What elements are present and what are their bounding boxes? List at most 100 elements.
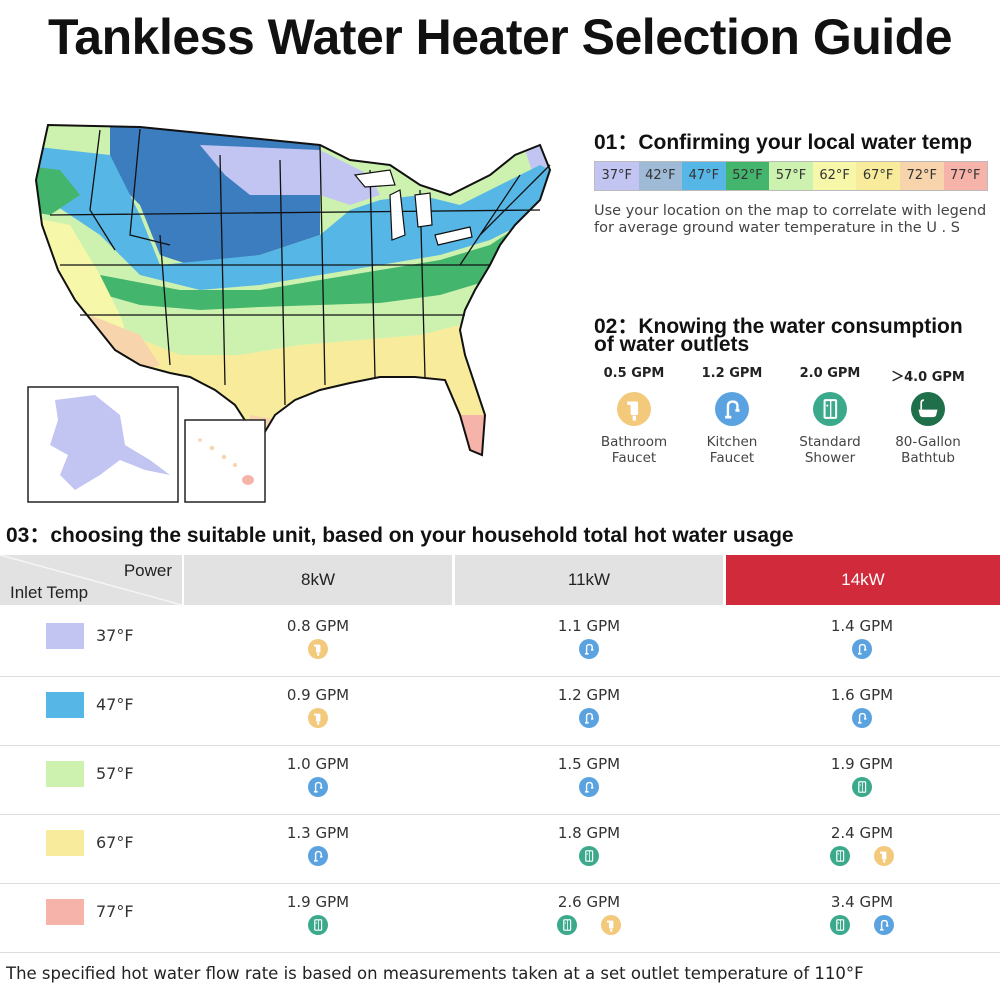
- outlet-name-line1: Bathroom: [600, 434, 668, 450]
- flow-rate-cell: 2.4 GPM: [752, 824, 972, 866]
- outlet-3: 2.0 GPM Standard Shower: [781, 366, 879, 466]
- table-row: 57°F 1.0 GPM 1.5 GPM 1.9 GPM: [0, 745, 1000, 815]
- legend-swatch-72f: 72°F: [899, 162, 944, 190]
- inlet-temp: 47°F: [96, 695, 134, 714]
- kitchen-faucet-icon: [852, 639, 872, 659]
- legend-swatch-42f: 42°F: [638, 162, 683, 190]
- flow-rate-cell: 0.9 GPM: [208, 686, 428, 728]
- shower-icon: [852, 777, 872, 797]
- outlet-name-line2: Faucet: [611, 450, 657, 466]
- flow-rate-value: 0.8 GPM: [286, 617, 350, 635]
- table-row: 37°F 0.8 GPM 1.1 GPM 1.4 GPM: [0, 607, 1000, 677]
- outlet-gpm: 1.2 GPM: [701, 366, 763, 381]
- kitchen-faucet-icon: [874, 915, 894, 935]
- shower-icon: [579, 846, 599, 866]
- section-2-heading: 02：Knowing the water consumption: [594, 315, 963, 338]
- alaska-inset: [27, 386, 179, 503]
- shower-icon: [830, 915, 850, 935]
- state-borders: [49, 128, 551, 406]
- outlet-icons: [479, 639, 699, 659]
- kitchen-faucet-icon: [308, 846, 328, 866]
- faucet-icon: [308, 639, 328, 659]
- flow-rate-cell: 1.9 GPM: [208, 893, 428, 935]
- inlet-temp: 77°F: [96, 902, 134, 921]
- outlet-1: 0.5 GPM Bathroom Faucet: [585, 366, 683, 466]
- outlet-gpm: 0.5 GPM: [603, 366, 665, 381]
- section-2-heading-line2: of water outlets: [594, 333, 750, 356]
- shower-icon: [813, 392, 847, 426]
- faucet-icon: [308, 708, 328, 728]
- flow-rate-cell: 0.8 GPM: [208, 617, 428, 659]
- outlet-list: 0.5 GPM Bathroom Faucet 1.2 GPM Kitchen Fauce…: [585, 366, 995, 466]
- outlet-name: Standard Shower: [785, 434, 875, 466]
- flow-rate-cell: 1.3 GPM: [208, 824, 428, 866]
- temp-swatch: [46, 692, 84, 718]
- outlet-icons: [752, 639, 972, 659]
- column-header-11kw: 11kW: [455, 555, 723, 605]
- table-row: 77°F 1.9 GPM 2.6 GPM 3.4 GPM: [0, 883, 1000, 953]
- column-header-14kw: 14kW: [726, 555, 1000, 605]
- outlet-icons: [208, 846, 428, 866]
- hawaii-inset: [184, 419, 266, 503]
- outlet-icons: [752, 708, 972, 728]
- outlet-icons: [752, 846, 972, 866]
- outlet-name: Kitchen Faucet: [687, 434, 777, 466]
- legend-swatch-62f: 62°F: [812, 162, 857, 190]
- temp-swatch: [46, 761, 84, 787]
- flow-rate-cell: 1.8 GPM: [479, 824, 699, 866]
- outlet-icons: [752, 915, 972, 935]
- legend-swatch-57f: 57°F: [769, 162, 813, 190]
- inlet-temp: 67°F: [96, 833, 134, 852]
- flow-rate-value: 0.9 GPM: [286, 686, 350, 704]
- legend-swatch-47f: 47°F: [682, 162, 726, 190]
- legend-swatch-52f: 52°F: [725, 162, 770, 190]
- flow-rate-value: 1.5 GPM: [557, 755, 621, 773]
- shower-icon: [557, 915, 577, 935]
- outlet-icons: [479, 846, 699, 866]
- bathtub-icon: [911, 392, 945, 426]
- table-corner-header: Power Inlet Temp: [0, 555, 182, 605]
- flow-rate-cell: 1.6 GPM: [752, 686, 972, 728]
- flow-rate-cell: 1.0 GPM: [208, 755, 428, 797]
- flow-rate-value: 1.2 GPM: [557, 686, 621, 704]
- flow-rate-cell: 3.4 GPM: [752, 893, 972, 935]
- diagonal-divider: [0, 555, 182, 605]
- outlet-icons: [208, 915, 428, 935]
- section-1-heading: 01：Confirming your local water temp: [594, 131, 973, 154]
- outlet-icons: [479, 915, 699, 935]
- kitchen-faucet-icon: [579, 639, 599, 659]
- legend-swatch-37f: 37°F: [595, 162, 639, 190]
- kitchen-faucet-icon: [852, 708, 872, 728]
- flow-rate-value: 1.6 GPM: [830, 686, 894, 704]
- outlet-icons: [208, 708, 428, 728]
- outlet-name: 80-Gallon Bathtub: [883, 434, 973, 466]
- outlet-icons: [752, 777, 972, 797]
- outlet-gpm: 2.0 GPM: [799, 366, 861, 381]
- outlet-icons: [479, 708, 699, 728]
- flow-rate-value: 1.1 GPM: [557, 617, 621, 635]
- outlet-name-line2: Shower: [804, 450, 856, 466]
- flow-rate-value: 1.4 GPM: [830, 617, 894, 635]
- faucet-icon: [874, 846, 894, 866]
- inlet-temp-label: Inlet Temp: [10, 583, 89, 602]
- page-title: Tankless Water Heater Selection Guide: [47, 9, 953, 65]
- outlet-gpm: ＞4.0 GPM: [891, 370, 965, 385]
- inlet-temp: 57°F: [96, 764, 134, 783]
- flow-rate-cell: 2.6 GPM: [479, 893, 699, 935]
- kitchen-faucet-icon: [308, 777, 328, 797]
- outlet-icons: [208, 639, 428, 659]
- power-label: Power: [123, 561, 172, 580]
- temp-swatch: [46, 830, 84, 856]
- flow-rate-value: 2.4 GPM: [830, 824, 894, 842]
- inlet-temp: 37°F: [96, 626, 134, 645]
- outlet-icons: [479, 777, 699, 797]
- flow-rate-value: 3.4 GPM: [830, 893, 894, 911]
- outlet-name: Bathroom Faucet: [589, 434, 679, 466]
- great-lakes: [353, 169, 473, 246]
- us-water-temperature-map: [27, 123, 552, 503]
- flow-rate-value: 1.8 GPM: [557, 824, 621, 842]
- flow-rate-value: 1.3 GPM: [286, 824, 350, 842]
- map-description: Use your location on the map to correlat…: [594, 203, 987, 236]
- shower-icon: [830, 846, 850, 866]
- flow-rate-cell: 1.2 GPM: [479, 686, 699, 728]
